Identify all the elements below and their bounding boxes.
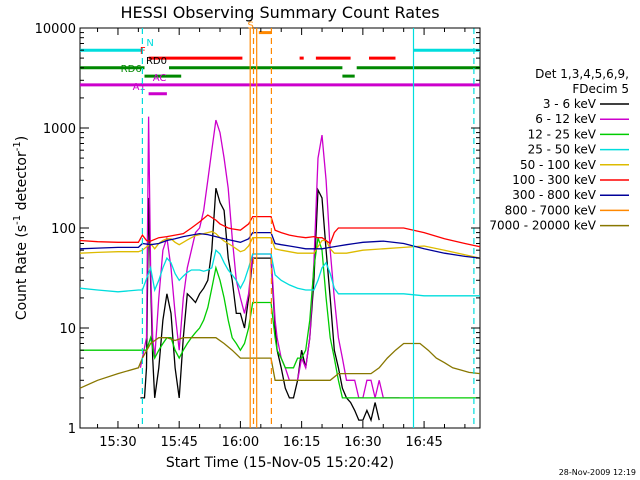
legend-label-12-25-kev: 12 - 25 keV (528, 127, 597, 141)
legend-label-300-800-kev: 300 - 800 keV (512, 188, 596, 202)
legend-label-800-7000-kev: 800 - 7000 keV (505, 203, 597, 217)
x-tick-label-16-30: 16:30 (344, 435, 381, 450)
legend-label-6-12-kev: 6 - 12 keV (535, 112, 597, 126)
series-line-3-6-kev (140, 187, 380, 423)
series-line-25-50-kev (79, 248, 480, 297)
legend-label-50-100-kev: 50 - 100 keV (520, 158, 597, 172)
series-line-7000-20000-kev (79, 337, 481, 389)
series-layer (79, 116, 481, 423)
legend-label-100-300-kev: 100 - 300 keV (512, 173, 596, 187)
chart-title: HESSI Observing Summary Count Rates (120, 3, 439, 22)
flag-bars: NSFRD0RD6ACA1 (80, 21, 480, 96)
legend-header-line1: Det 1,3,4,5,6,9, (535, 67, 629, 81)
legend-label-25-50-kev: 25 - 50 keV (528, 143, 597, 157)
footer-date: 28-Nov-2009 12:19 (559, 468, 636, 477)
y-tick-label-10: 10 (59, 322, 76, 337)
y-tick-label-1000: 1000 (43, 122, 76, 137)
x-tick-label-16-15: 16:15 (283, 435, 320, 450)
x-tick-label-15-45: 15:45 (160, 435, 197, 450)
x-axis-label: Start Time (15-Nov-05 15:20:42) (166, 455, 394, 471)
x-tick-label-15-30: 15:30 (99, 435, 136, 450)
series-line-6-12-kev (139, 116, 400, 399)
legend-label-7000-20000-kev: 7000 - 20000 keV (489, 219, 596, 233)
y-axis-ticks: 1 10 100 1000 10000 (35, 22, 480, 437)
flag-label-s: S (248, 21, 254, 32)
flag-label-ac: AC (153, 73, 167, 84)
y-tick-label-10000: 10000 (35, 22, 76, 37)
flag-label-n: N (146, 38, 153, 49)
flag-label-a1: A1 (133, 82, 146, 93)
flag-label-rd0: RD0 (146, 56, 167, 67)
series-line-12-25-kev (80, 237, 480, 399)
series-line-300-800-kev (79, 231, 481, 259)
y-tick-label-1: 1 (68, 422, 76, 437)
x-axis-ticks: 15:30 15:45 16:00 16:15 16:30 16:45 (97, 28, 466, 450)
y-tick-label-100: 100 (51, 222, 76, 237)
series-line-50-100-kev (79, 230, 481, 259)
legend-label-3-6-kev: 3 - 6 keV (543, 97, 597, 111)
x-tick-label-16-45: 16:45 (405, 435, 442, 450)
x-tick-label-16-00: 16:00 (222, 435, 259, 450)
y-axis-label: Count Rate (s-1 detector-1) (12, 136, 30, 320)
series-line-100-300-kev (79, 214, 481, 248)
legend-header-line2: FDecim 5 (572, 82, 629, 96)
flag-label-rd6: RD6 (121, 64, 142, 75)
